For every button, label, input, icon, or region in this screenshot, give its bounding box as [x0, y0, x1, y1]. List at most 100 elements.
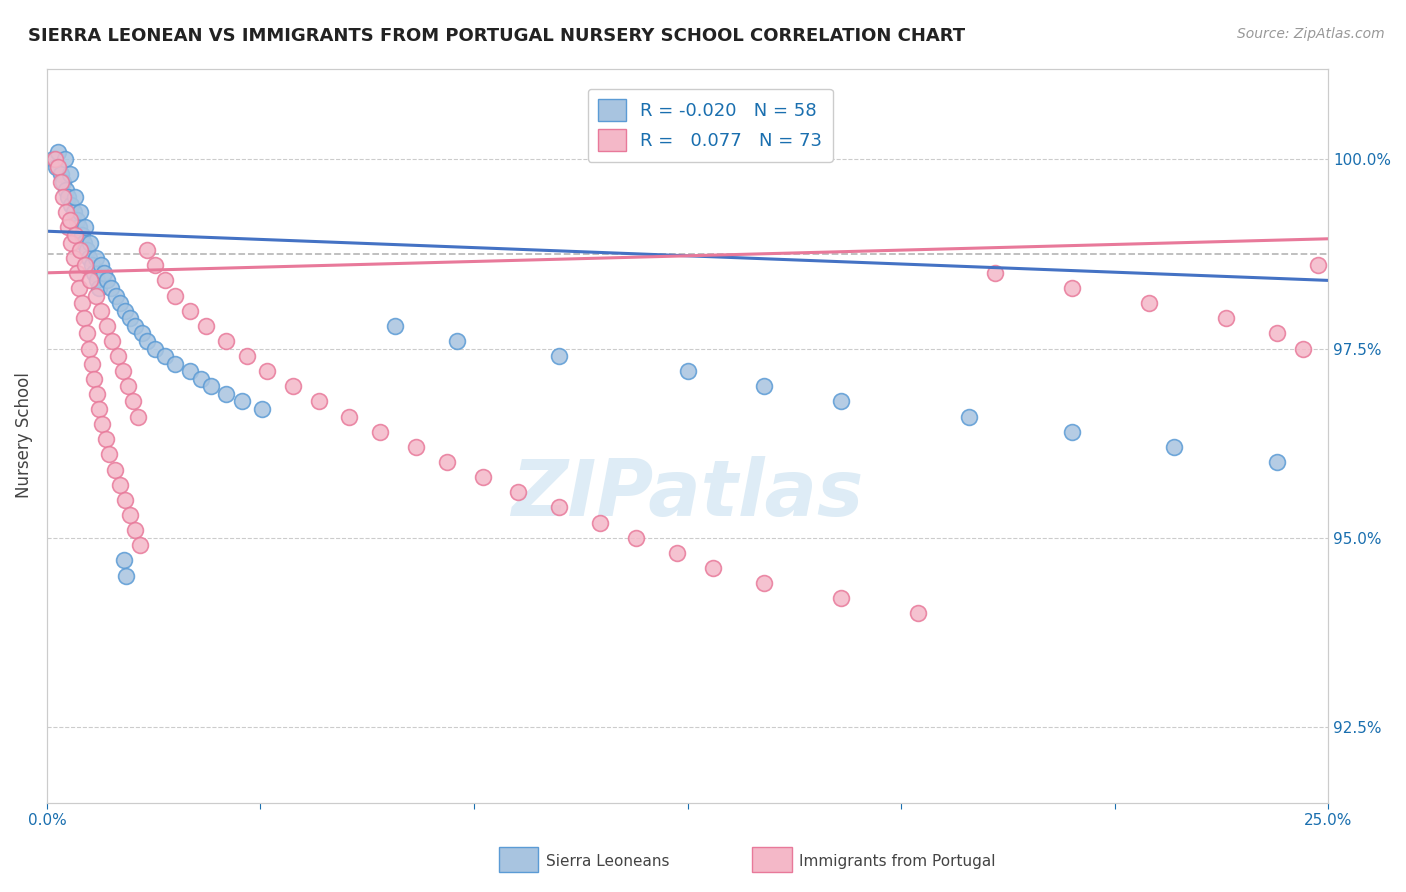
Point [112, 553, 135, 567]
Point [131, 326, 153, 341]
Point [236, 349, 259, 363]
Text: ZIPatlas: ZIPatlas [512, 456, 863, 533]
Point [129, 538, 152, 552]
Point [58, 220, 80, 235]
Point [1215, 311, 1237, 326]
Point [163, 288, 186, 302]
Point [84, 251, 107, 265]
Point [105, 288, 128, 302]
Text: Source: ZipAtlas.com: Source: ZipAtlas.com [1237, 27, 1385, 41]
Point [143, 342, 166, 356]
Point [108, 477, 131, 491]
Point [163, 357, 186, 371]
Point [114, 303, 136, 318]
Point [73, 311, 96, 326]
Point [89, 402, 111, 417]
Point [281, 379, 304, 393]
Point [60, 235, 83, 250]
Point [153, 273, 176, 287]
Point [100, 281, 122, 295]
Point [124, 318, 146, 333]
Point [86, 273, 108, 287]
Point [52, 190, 75, 204]
Point [55, 183, 77, 197]
Point [702, 561, 724, 575]
Point [337, 409, 360, 424]
Point [754, 576, 776, 591]
Point [65, 266, 87, 280]
Y-axis label: Nursery School: Nursery School [15, 373, 32, 499]
Point [103, 462, 125, 476]
Point [45, 160, 67, 174]
Point [115, 568, 138, 582]
Point [111, 364, 134, 378]
Point [135, 243, 157, 257]
Point [666, 546, 689, 560]
Point [215, 387, 238, 401]
Point [63, 227, 86, 242]
Point [77, 251, 100, 265]
Text: Immigrants from Portugal: Immigrants from Portugal [799, 855, 995, 869]
Point [44, 153, 66, 167]
Point [65, 212, 87, 227]
Point [1060, 281, 1083, 295]
Point [1265, 326, 1288, 341]
Point [53, 153, 76, 167]
Point [1137, 296, 1160, 310]
Point [754, 379, 776, 393]
Legend: R = -0.020   N = 58, R =   0.077   N = 73: R = -0.020 N = 58, R = 0.077 N = 73 [588, 88, 832, 161]
Point [62, 251, 84, 265]
Point [190, 372, 212, 386]
Point [308, 394, 330, 409]
Point [69, 205, 91, 219]
Point [93, 266, 115, 280]
Point [471, 470, 494, 484]
Point [70, 227, 93, 242]
Point [67, 281, 90, 295]
Point [984, 266, 1007, 280]
Point [76, 326, 98, 341]
Point [94, 432, 117, 446]
Point [60, 198, 83, 212]
Point [436, 455, 458, 469]
Point [108, 296, 131, 310]
Point [80, 258, 103, 272]
Point [194, 318, 217, 333]
Point [446, 334, 468, 348]
Point [90, 258, 112, 272]
Point [405, 440, 427, 454]
Point [67, 220, 90, 235]
Point [79, 273, 101, 287]
Point [90, 303, 112, 318]
Point [83, 372, 105, 386]
Point [79, 235, 101, 250]
Text: SIERRA LEONEAN VS IMMIGRANTS FROM PORTUGAL NURSERY SCHOOL CORRELATION CHART: SIERRA LEONEAN VS IMMIGRANTS FROM PORTUG… [28, 27, 966, 45]
Point [118, 508, 141, 522]
Point [1265, 455, 1288, 469]
Point [89, 281, 111, 295]
Point [250, 402, 273, 417]
Point [91, 417, 114, 432]
Point [96, 273, 118, 287]
Point [122, 394, 145, 409]
Point [42, 153, 65, 167]
Point [215, 334, 238, 348]
Point [508, 485, 530, 500]
Point [96, 318, 118, 333]
Point [384, 318, 406, 333]
Point [1306, 258, 1329, 272]
Point [84, 288, 107, 302]
Point [73, 235, 96, 250]
Point [107, 349, 129, 363]
Point [830, 394, 852, 409]
Point [55, 205, 77, 219]
Point [51, 168, 73, 182]
Text: Sierra Leoneans: Sierra Leoneans [546, 855, 669, 869]
Point [98, 447, 121, 461]
Point [46, 145, 69, 159]
Point [957, 409, 980, 424]
Point [179, 364, 201, 378]
Point [907, 607, 929, 621]
Point [589, 516, 612, 530]
Point [135, 334, 157, 348]
